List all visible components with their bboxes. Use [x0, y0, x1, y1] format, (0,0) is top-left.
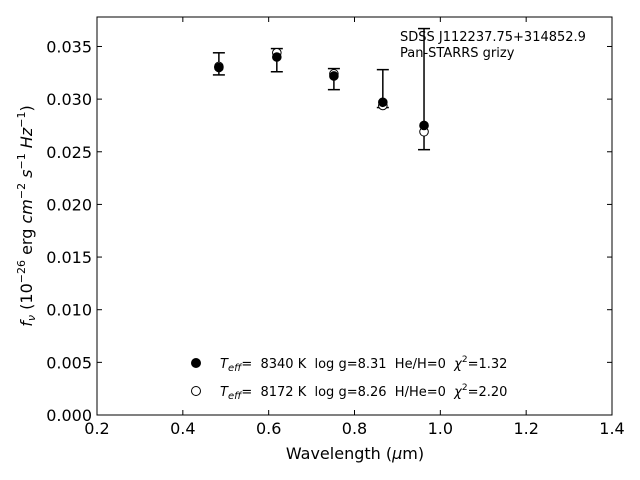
y-tick-label: 0.030	[46, 90, 92, 109]
x-tick-label: 0.8	[342, 419, 367, 438]
legend-text-1: Teff= 8340 K log g=8.31 He/H=0 χ2=1.32	[220, 355, 507, 374]
legend-marker-filled	[191, 358, 201, 368]
y-tick-label: 0.015	[46, 248, 92, 267]
model-point-filled	[419, 120, 429, 131]
y-tick-label: 0.010	[46, 301, 92, 320]
x-tick-label: 1.0	[428, 419, 453, 438]
plot-frame	[96, 16, 613, 416]
x-tick-label: 1.2	[513, 419, 538, 438]
x-tick-label: 1.4	[599, 419, 624, 438]
model-point-filled	[272, 52, 282, 62]
y-tick-label: 0.025	[46, 143, 92, 162]
error-bars	[212, 27, 431, 151]
data-points	[214, 47, 429, 137]
legend-text-2: Teff= 8172 K log g=8.26 H/He=0 χ2=2.20	[220, 383, 507, 402]
legend: Teff= 8340 K log g=8.31 He/H=0 χ2=1.32 T…	[191, 355, 507, 402]
y-tick-label: 0.020	[46, 195, 92, 214]
y-tick-label: 0.005	[46, 353, 92, 372]
legend-marker-open	[191, 386, 201, 396]
model-point-filled	[214, 62, 224, 73]
annotation-survey-name: Pan-STARRS grizy	[400, 46, 515, 61]
x-tick-label: 0.4	[170, 419, 195, 438]
x-axis-title: Wavelength (μm)	[286, 444, 424, 463]
y-axis-ticks: 0.000 0.005 0.010 0.015 0.020 0.025 0.030 0.035	[46, 37, 612, 425]
model-point-filled	[378, 97, 388, 108]
y-tick-label: 0.035	[46, 37, 92, 56]
x-tick-label: 0.2	[84, 419, 109, 438]
y-tick-label: 0.000	[46, 406, 92, 425]
model-point-filled	[329, 71, 339, 81]
annotation-object-name: SDSS J112237.75+314852.9	[400, 30, 586, 45]
x-axis-ticks: 0.2 0.4 0.6 0.8 1.0 1.2 1.4	[84, 17, 625, 438]
x-tick-label: 0.6	[256, 419, 281, 438]
y-axis-title: fν (10−26 erg cm−2 s−1 Hz−1)	[15, 105, 38, 326]
